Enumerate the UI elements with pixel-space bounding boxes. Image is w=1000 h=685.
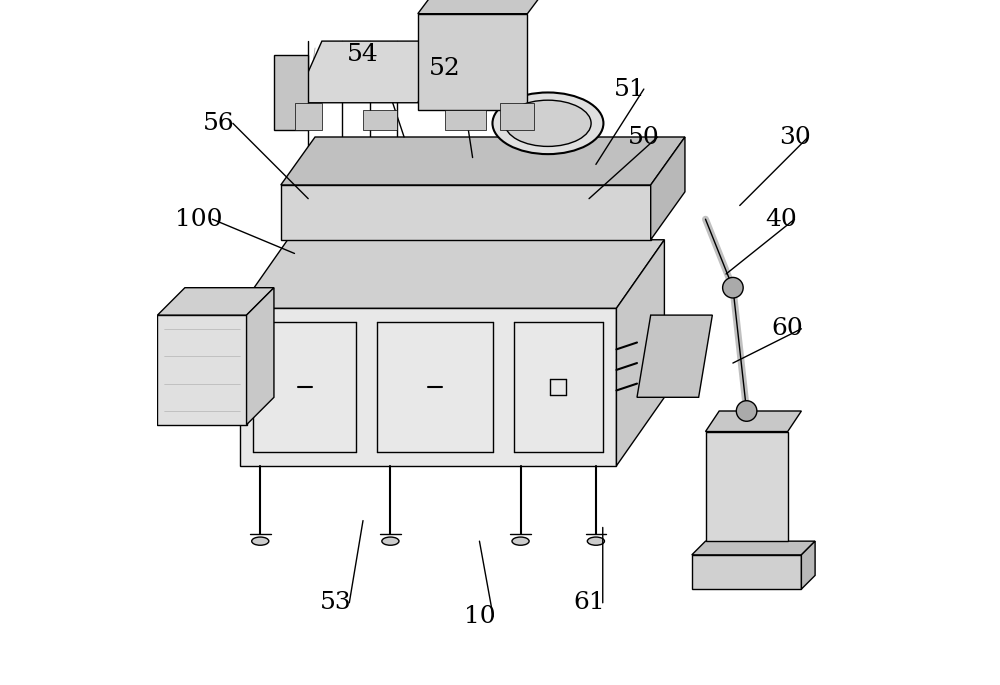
Bar [294,103,322,130]
Polygon shape [418,0,548,14]
Text: 56: 56 [203,112,235,135]
Text: 52: 52 [429,57,461,80]
Polygon shape [692,541,815,555]
Text: 53: 53 [320,591,351,614]
Circle shape [723,277,743,298]
Text: 51: 51 [614,77,646,101]
Polygon shape [247,288,274,425]
Polygon shape [651,137,685,240]
Text: 54: 54 [347,43,379,66]
Ellipse shape [512,537,529,545]
Polygon shape [157,315,247,425]
Ellipse shape [252,537,269,545]
Bar [363,110,397,130]
Polygon shape [801,541,815,589]
Polygon shape [616,240,664,466]
Polygon shape [240,240,664,308]
Text: 60: 60 [772,317,804,340]
Polygon shape [157,288,274,315]
Text: 100: 100 [175,208,222,231]
Bar [692,555,801,589]
Bar [445,110,486,130]
Text: 40: 40 [765,208,797,231]
Polygon shape [294,41,445,103]
Ellipse shape [492,92,603,154]
Ellipse shape [587,537,604,545]
Bar [706,432,788,541]
Polygon shape [418,14,527,110]
Polygon shape [274,55,308,130]
Polygon shape [706,411,801,432]
Polygon shape [281,137,685,185]
Polygon shape [281,185,651,240]
Text: 61: 61 [573,591,605,614]
Text: 30: 30 [779,125,810,149]
Polygon shape [240,308,616,466]
Circle shape [736,401,757,421]
Text: 50: 50 [628,125,660,149]
Ellipse shape [505,100,591,147]
Text: 10: 10 [464,605,495,628]
Bar [500,103,534,130]
Ellipse shape [382,537,399,545]
Polygon shape [637,315,712,397]
